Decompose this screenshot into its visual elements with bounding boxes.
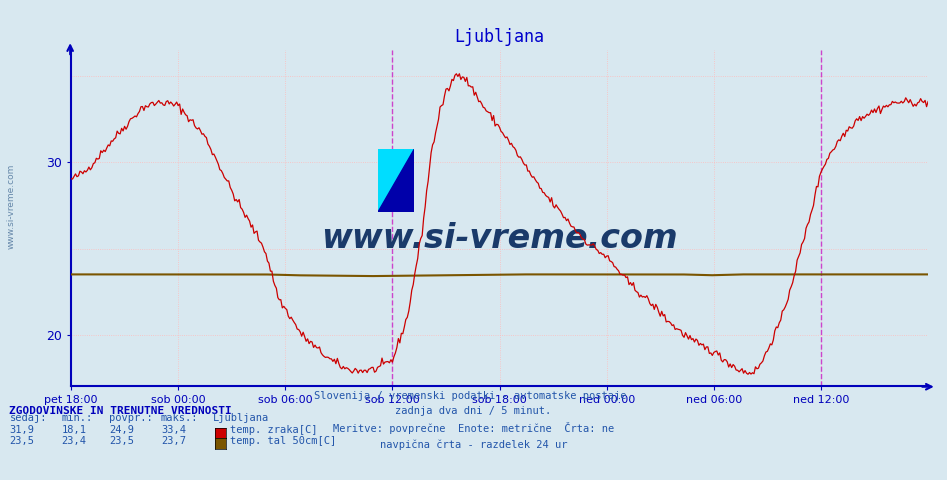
Text: sedaj:: sedaj: xyxy=(9,413,47,423)
Text: Slovenija / vremenski podatki - avtomatske postaje.
zadnja dva dni / 5 minut.
Me: Slovenija / vremenski podatki - avtomats… xyxy=(314,391,633,450)
Text: maks.:: maks.: xyxy=(161,413,199,423)
Title: Ljubljana: Ljubljana xyxy=(455,28,545,46)
Text: 31,9: 31,9 xyxy=(9,425,34,435)
Text: www.si-vreme.com: www.si-vreme.com xyxy=(7,164,16,249)
Text: 23,4: 23,4 xyxy=(62,436,86,446)
Text: Ljubljana: Ljubljana xyxy=(213,413,269,423)
Polygon shape xyxy=(378,149,414,212)
Text: 24,9: 24,9 xyxy=(109,425,134,435)
Text: 23,5: 23,5 xyxy=(109,436,134,446)
Text: 23,5: 23,5 xyxy=(9,436,34,446)
Polygon shape xyxy=(378,149,414,212)
Text: www.si-vreme.com: www.si-vreme.com xyxy=(321,222,678,255)
Text: temp. zraka[C]: temp. zraka[C] xyxy=(230,425,317,435)
Text: povpr.:: povpr.: xyxy=(109,413,152,423)
Text: 33,4: 33,4 xyxy=(161,425,186,435)
Text: min.:: min.: xyxy=(62,413,93,423)
Text: 23,7: 23,7 xyxy=(161,436,186,446)
Text: temp. tal 50cm[C]: temp. tal 50cm[C] xyxy=(230,436,336,446)
Text: 18,1: 18,1 xyxy=(62,425,86,435)
Polygon shape xyxy=(378,149,414,212)
Text: ZGODOVINSKE IN TRENUTNE VREDNOSTI: ZGODOVINSKE IN TRENUTNE VREDNOSTI xyxy=(9,406,232,416)
